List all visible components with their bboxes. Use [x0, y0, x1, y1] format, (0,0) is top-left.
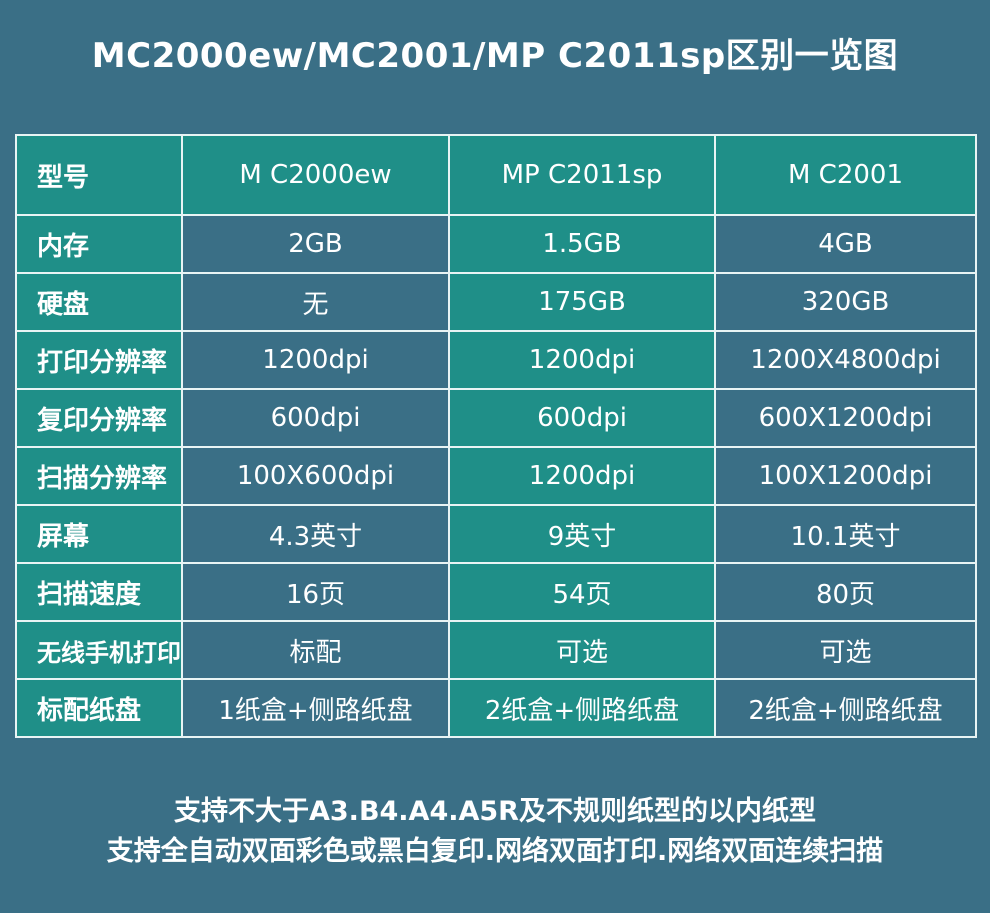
comparison-table: 型号 M C2000ew MP C2011sp M C2001 内存 2GB 1…	[15, 134, 977, 738]
table-cell: 320GB	[714, 272, 977, 332]
table-cell: 100X600dpi	[181, 446, 450, 506]
header-label-model: 型号	[15, 134, 183, 216]
table-row-copy-resolution: 复印分辨率 600dpi 600dpi 600X1200dpi	[15, 388, 977, 448]
table-cell: 1200dpi	[448, 446, 716, 506]
table-row-memory: 内存 2GB 1.5GB 4GB	[15, 214, 977, 274]
table-header-row: 型号 M C2000ew MP C2011sp M C2001	[15, 134, 977, 216]
table-cell: 1200dpi	[448, 330, 716, 390]
header-model-mc2000ew: M C2000ew	[181, 134, 450, 216]
table-cell: 2纸盒+侧路纸盘	[714, 678, 977, 738]
row-label: 复印分辨率	[15, 388, 183, 448]
header-model-mpc2011sp: MP C2011sp	[448, 134, 716, 216]
table-row-standard-paper-tray: 标配纸盘 1纸盒+侧路纸盘 2纸盒+侧路纸盘 2纸盒+侧路纸盘	[15, 678, 977, 738]
table-row-wireless-mobile-print: 无线手机打印 标配 可选 可选	[15, 620, 977, 680]
table-cell: 16页	[181, 562, 450, 622]
table-cell: 9英寸	[448, 504, 716, 564]
footer-line-paper-support: 支持不大于A3.B4.A4.A5R及不规则纸型的以内纸型	[174, 796, 816, 827]
table-cell: 600dpi	[448, 388, 716, 448]
table-cell: 2GB	[181, 214, 450, 274]
table-cell: 1纸盒+侧路纸盘	[181, 678, 450, 738]
table-row-hard-disk: 硬盘 无 175GB 320GB	[15, 272, 977, 332]
table-cell: 80页	[714, 562, 977, 622]
table-cell: 100X1200dpi	[714, 446, 977, 506]
table-cell: 4GB	[714, 214, 977, 274]
header-model-mc2001: M C2001	[714, 134, 977, 216]
table-cell: 标配	[181, 620, 450, 680]
row-label: 内存	[15, 214, 183, 274]
row-label: 硬盘	[15, 272, 183, 332]
table-cell: 无	[181, 272, 450, 332]
table-cell: 175GB	[448, 272, 716, 332]
table-cell: 4.3英寸	[181, 504, 450, 564]
row-label: 屏幕	[15, 504, 183, 564]
table-cell: 2纸盒+侧路纸盘	[448, 678, 716, 738]
row-label: 扫描速度	[15, 562, 183, 622]
table-row-scan-resolution: 扫描分辨率 100X600dpi 1200dpi 100X1200dpi	[15, 446, 977, 506]
table-cell: 10.1英寸	[714, 504, 977, 564]
table-cell: 600dpi	[181, 388, 450, 448]
row-label: 扫描分辨率	[15, 446, 183, 506]
table-cell: 可选	[714, 620, 977, 680]
table-cell: 1.5GB	[448, 214, 716, 274]
table-cell: 可选	[448, 620, 716, 680]
table-row-scan-speed: 扫描速度 16页 54页 80页	[15, 562, 977, 622]
footer-line-duplex-features: 支持全自动双面彩色或黑白复印.网络双面打印.网络双面连续扫描	[106, 836, 884, 867]
table-row-print-resolution: 打印分辨率 1200dpi 1200dpi 1200X4800dpi	[15, 330, 977, 390]
row-label: 标配纸盘	[15, 678, 183, 738]
table-cell: 54页	[448, 562, 716, 622]
page-title: MC2000ew/MC2001/MP C2011sp区别一览图	[91, 36, 899, 76]
table-cell: 1200dpi	[181, 330, 450, 390]
table-row-screen: 屏幕 4.3英寸 9英寸 10.1英寸	[15, 504, 977, 564]
row-label: 打印分辨率	[15, 330, 183, 390]
table-cell: 1200X4800dpi	[714, 330, 977, 390]
table-cell: 600X1200dpi	[714, 388, 977, 448]
row-label: 无线手机打印	[15, 620, 183, 680]
